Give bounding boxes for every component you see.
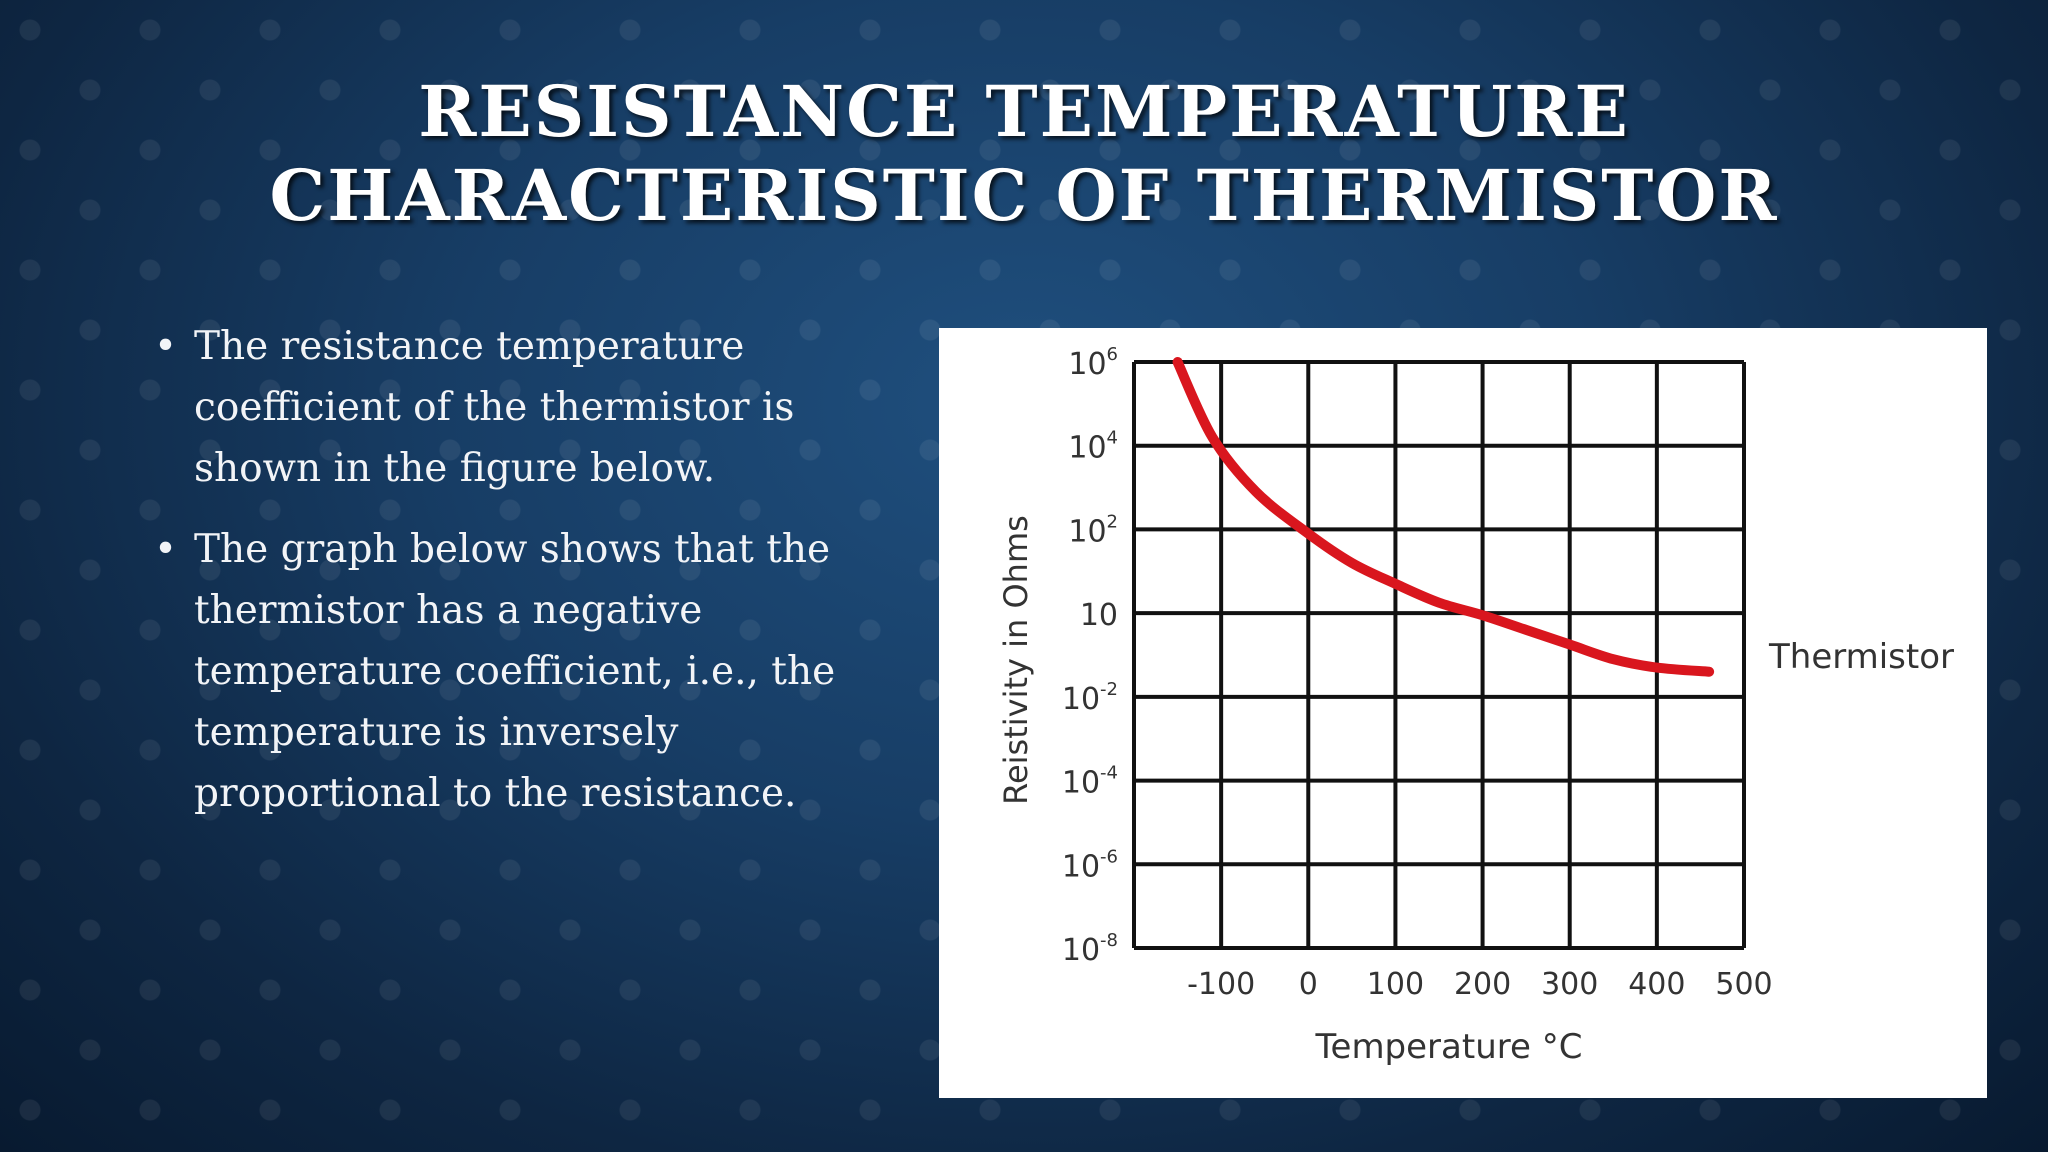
x-tick-label: -100 — [1187, 967, 1255, 1002]
resistivity-chart: -100 0 100 200 300 400 500 10-8 10-6 10-4 10-2 10 10… — [997, 344, 1954, 1067]
y-tick-label: 104 — [1068, 428, 1118, 466]
y-axis-label: Reistivity in Ohms — [997, 515, 1035, 805]
bullet-list: The resistance temperature coefficient o… — [150, 316, 910, 844]
y-tick-label: 10-6 — [1062, 846, 1118, 884]
x-tick-label: 0 — [1299, 967, 1318, 1002]
y-tick-label: 102 — [1068, 511, 1118, 549]
y-tick-label: 106 — [1068, 344, 1118, 382]
x-tick-label: 400 — [1628, 967, 1685, 1002]
title-line-2: CHARACTERISTIC OF THERMISTOR — [269, 154, 1779, 237]
x-tick-label: 300 — [1541, 967, 1598, 1002]
bullet-item-1: The resistance temperature coefficient o… — [150, 316, 910, 499]
y-tick-label: 10-8 — [1062, 930, 1118, 968]
slide-title: RESISTANCE TEMPERATURE CHARACTERISTIC OF… — [0, 70, 2048, 238]
y-tick-label: 10-2 — [1062, 679, 1118, 717]
x-tick-label: 200 — [1454, 967, 1511, 1002]
x-tick-label: 100 — [1367, 967, 1424, 1002]
thermistor-curve — [1172, 357, 1715, 677]
bullet-item-2: The graph below shows that the thermisto… — [150, 519, 910, 824]
title-line-1: RESISTANCE TEMPERATURE — [418, 70, 1630, 153]
y-tick-label: 10 — [1080, 598, 1118, 633]
chart-panel: -100 0 100 200 300 400 500 10-8 10-6 10-4 10-2 10 10… — [939, 328, 1987, 1098]
y-tick-label: 10-4 — [1062, 763, 1118, 801]
x-tick-label: 500 — [1715, 967, 1772, 1002]
series-label-thermistor: Thermistor — [1768, 637, 1954, 677]
x-axis-label: Temperature °C — [1315, 1027, 1583, 1067]
